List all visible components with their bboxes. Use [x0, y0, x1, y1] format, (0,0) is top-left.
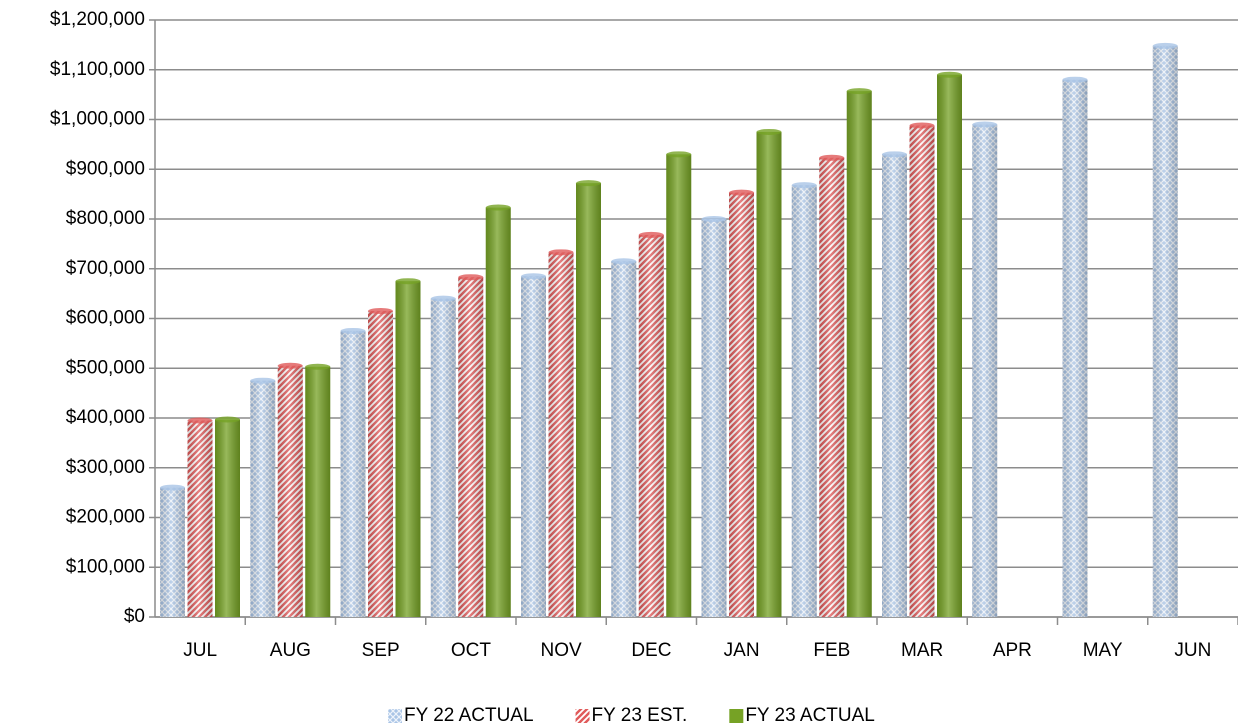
bar-shade — [395, 281, 421, 617]
bar-cap — [1062, 76, 1088, 83]
bar-shade — [729, 192, 754, 617]
bar-cap — [576, 180, 601, 187]
bar-shade — [1062, 79, 1088, 617]
legend-swatch — [729, 709, 744, 723]
x-tick-label: DEC — [631, 640, 671, 661]
bar-shade — [819, 157, 845, 617]
bar-cap — [882, 151, 907, 158]
bar-shade — [638, 234, 664, 618]
bar-shade — [187, 420, 213, 617]
bar-cap — [909, 122, 935, 129]
bar-cap — [972, 121, 998, 128]
bar-cap — [187, 417, 213, 424]
bar-shade — [521, 276, 546, 617]
bar-shade — [972, 124, 998, 617]
y-tick-label: $1,200,000 — [50, 9, 145, 30]
bar-cap — [458, 274, 484, 281]
bar-cap — [277, 362, 303, 369]
y-tick-label: $100,000 — [66, 556, 145, 577]
y-tick-label: $200,000 — [66, 507, 145, 528]
legend-label: FY 23 EST. — [592, 705, 688, 726]
bar-cap — [368, 308, 393, 315]
bar-shade — [250, 380, 276, 617]
bar-cap — [250, 377, 276, 384]
bar-shade — [756, 131, 782, 617]
bar-shade — [666, 154, 692, 617]
y-tick-label: $800,000 — [66, 208, 145, 229]
bar-cap — [160, 484, 185, 491]
bar-shade — [846, 91, 872, 617]
bar-shade — [1152, 45, 1178, 618]
x-tick-label: JAN — [724, 640, 760, 661]
bar-cap — [395, 278, 421, 285]
bar-shade — [791, 185, 817, 618]
x-tick-label: APR — [993, 640, 1032, 661]
x-tick-label: FEB — [813, 640, 850, 661]
bar-cap — [666, 151, 692, 158]
bar-shade — [937, 74, 962, 618]
x-tick-label: MAY — [1083, 640, 1123, 661]
bar-cap — [819, 154, 845, 161]
y-tick-label: $1,000,000 — [50, 109, 145, 130]
bar-shade — [430, 298, 456, 617]
y-tick-label: $1,100,000 — [50, 59, 145, 80]
x-tick-label: JUL — [183, 640, 217, 661]
legend-swatch — [575, 709, 590, 723]
bar-cap — [548, 249, 574, 256]
bar-shade — [305, 366, 331, 617]
x-tick-label: OCT — [451, 640, 492, 661]
bar-shade — [215, 419, 240, 617]
bar-cap — [305, 363, 331, 370]
legend-label: FY 22 ACTUAL — [404, 705, 534, 726]
bar-cap — [729, 189, 754, 196]
y-tick-label: $400,000 — [66, 407, 145, 428]
bar-shade — [611, 261, 637, 617]
legend-label: FY 23 ACTUAL — [745, 705, 875, 726]
bar-shade — [548, 252, 574, 617]
y-tick-label: $0 — [124, 606, 145, 627]
bar-cap — [611, 258, 637, 265]
y-tick-label: $900,000 — [66, 158, 145, 179]
bar-shade — [458, 277, 484, 617]
x-tick-label: NOV — [541, 640, 583, 661]
x-tick-label: AUG — [270, 640, 311, 661]
bar-cap — [638, 231, 664, 238]
bar-cap — [1152, 42, 1178, 49]
legend-swatch — [388, 709, 402, 723]
y-tick-label: $300,000 — [66, 457, 145, 478]
x-tick-label: MAR — [901, 640, 943, 661]
bar-shade — [701, 219, 727, 617]
x-tick-label: SEP — [362, 640, 400, 661]
bar-shade — [160, 487, 185, 617]
bar-cap — [485, 204, 511, 211]
bar-shade — [485, 207, 511, 617]
bar-cap — [791, 182, 817, 189]
bar-cap — [521, 273, 546, 280]
bar-cap — [756, 128, 782, 135]
bar-shade — [909, 125, 935, 617]
bar-shade — [576, 183, 601, 617]
bar-shade — [882, 154, 907, 617]
y-tick-label: $700,000 — [66, 258, 145, 279]
bar-cap — [340, 327, 366, 334]
bar-shade — [368, 311, 393, 617]
y-tick-label: $500,000 — [66, 357, 145, 378]
x-tick-label: JUN — [1174, 640, 1211, 661]
bar-shade — [277, 365, 303, 617]
y-tick-label: $600,000 — [66, 308, 145, 329]
bar-cap — [846, 88, 872, 95]
bar-cap — [215, 416, 240, 423]
bar-cap — [701, 216, 727, 222]
bar-cap — [430, 295, 456, 302]
bar-shade — [340, 330, 366, 617]
bar-cap — [937, 71, 962, 78]
